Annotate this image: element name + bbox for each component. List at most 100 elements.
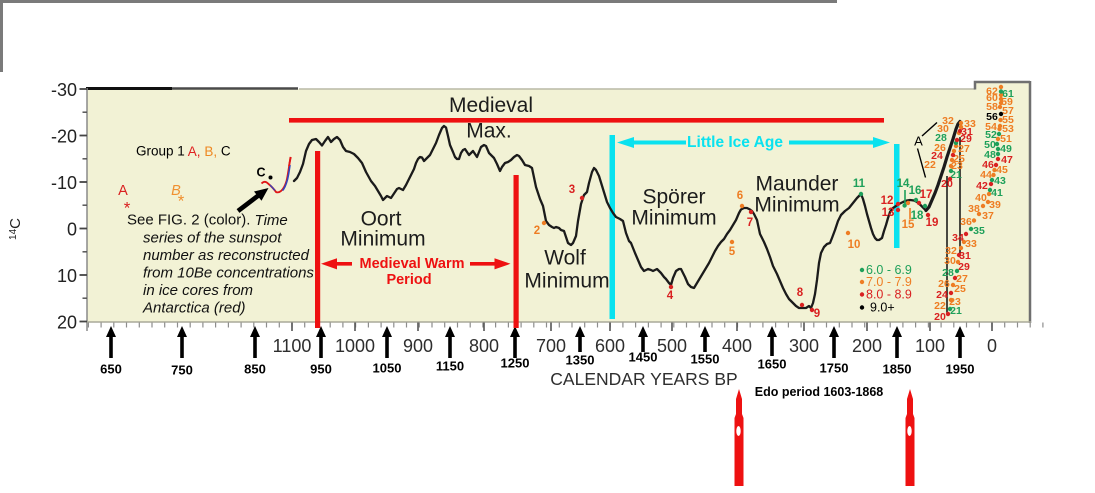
svg-text:54: 54 bbox=[985, 121, 997, 133]
svg-text:20: 20 bbox=[57, 313, 77, 333]
svg-text:Oort: Oort bbox=[361, 208, 402, 231]
svg-text:3: 3 bbox=[569, 184, 575, 196]
svg-text:38: 38 bbox=[968, 203, 980, 215]
svg-text:11: 11 bbox=[853, 178, 866, 190]
svg-text:Edo period 1603-1868: Edo period 1603-1868 bbox=[755, 385, 884, 399]
svg-text:950: 950 bbox=[310, 362, 332, 377]
svg-text:43: 43 bbox=[994, 175, 1006, 187]
svg-text:Minimum: Minimum bbox=[754, 194, 839, 217]
svg-text:29: 29 bbox=[958, 261, 970, 273]
svg-text:Little Ice Age: Little Ice Age bbox=[687, 134, 783, 151]
svg-text:39: 39 bbox=[989, 199, 1001, 211]
svg-text:300: 300 bbox=[789, 336, 819, 356]
svg-text:37: 37 bbox=[982, 210, 994, 222]
svg-text:*: * bbox=[124, 199, 131, 218]
svg-text:1550: 1550 bbox=[691, 352, 720, 367]
svg-text:1450: 1450 bbox=[629, 350, 658, 365]
svg-text:57: 57 bbox=[1002, 105, 1014, 117]
svg-text:Wolf: Wolf bbox=[544, 247, 586, 270]
svg-text:46: 46 bbox=[982, 159, 994, 171]
svg-text:800: 800 bbox=[469, 336, 499, 356]
svg-text:16: 16 bbox=[909, 185, 922, 197]
svg-text:A: A bbox=[118, 183, 128, 199]
svg-text:27: 27 bbox=[956, 273, 968, 285]
svg-text:30: 30 bbox=[944, 255, 956, 267]
svg-text:750: 750 bbox=[171, 363, 193, 378]
svg-text:60: 60 bbox=[986, 92, 998, 104]
svg-text:61: 61 bbox=[1002, 88, 1014, 100]
svg-text:900: 900 bbox=[403, 336, 433, 356]
svg-text:10: 10 bbox=[848, 239, 861, 251]
svg-text:25: 25 bbox=[954, 283, 966, 295]
svg-text:Medieval: Medieval bbox=[449, 94, 533, 117]
svg-text:A: A bbox=[914, 134, 923, 149]
svg-text:21: 21 bbox=[950, 305, 962, 317]
svg-text:26: 26 bbox=[938, 278, 950, 290]
svg-text:34: 34 bbox=[952, 232, 964, 244]
svg-text:7.0 - 7.9: 7.0 - 7.9 bbox=[866, 275, 912, 289]
svg-text:48: 48 bbox=[984, 149, 996, 161]
svg-text:27: 27 bbox=[958, 143, 970, 155]
svg-text:22: 22 bbox=[924, 159, 936, 171]
svg-text:0: 0 bbox=[987, 336, 997, 356]
svg-text:1850: 1850 bbox=[883, 362, 912, 377]
svg-text:25: 25 bbox=[953, 153, 965, 165]
svg-text:1000: 1000 bbox=[335, 336, 375, 356]
svg-text:Period: Period bbox=[386, 272, 431, 288]
svg-text:100: 100 bbox=[915, 336, 945, 356]
svg-text:1250: 1250 bbox=[501, 356, 530, 371]
svg-text:1150: 1150 bbox=[436, 359, 464, 374]
svg-text:1350: 1350 bbox=[566, 353, 595, 368]
svg-text:52: 52 bbox=[985, 129, 997, 141]
svg-text:-20: -20 bbox=[51, 127, 77, 147]
svg-text:33: 33 bbox=[965, 238, 977, 250]
svg-text:number as reconstructed: number as reconstructed bbox=[143, 247, 310, 264]
svg-text:1650: 1650 bbox=[758, 357, 787, 372]
svg-text:series of the sunspot: series of the sunspot bbox=[143, 230, 282, 247]
svg-text:Medieval Warm: Medieval Warm bbox=[359, 256, 464, 272]
svg-text:Spörer: Spörer bbox=[642, 186, 705, 209]
svg-text:400: 400 bbox=[722, 336, 752, 356]
svg-text:See FIG. 2 (color). Time: See FIG. 2 (color). Time bbox=[127, 212, 288, 229]
svg-text:1750: 1750 bbox=[820, 361, 849, 376]
svg-text:50: 50 bbox=[984, 139, 996, 151]
svg-text:from 10Be concentrations: from 10Be concentrations bbox=[143, 265, 314, 282]
svg-text:Antarctica (red): Antarctica (red) bbox=[142, 300, 246, 317]
svg-text:*: * bbox=[178, 192, 185, 211]
svg-text:30: 30 bbox=[937, 123, 949, 135]
svg-text:40: 40 bbox=[975, 192, 987, 204]
svg-text:700: 700 bbox=[536, 336, 566, 356]
svg-text:21: 21 bbox=[950, 169, 962, 181]
svg-text:31: 31 bbox=[961, 126, 973, 138]
svg-text:Minimum: Minimum bbox=[340, 228, 425, 251]
svg-text:32: 32 bbox=[942, 115, 954, 127]
svg-text:7: 7 bbox=[747, 217, 753, 229]
svg-text:850: 850 bbox=[244, 362, 266, 377]
svg-text:Group 1 A, B, C: Group 1 A, B, C bbox=[136, 144, 231, 159]
svg-text:44: 44 bbox=[980, 169, 992, 181]
svg-text:15: 15 bbox=[902, 219, 915, 231]
svg-text:31: 31 bbox=[959, 250, 971, 262]
svg-text:10: 10 bbox=[57, 266, 77, 286]
svg-text:B: B bbox=[171, 183, 181, 199]
svg-text:33: 33 bbox=[964, 118, 976, 130]
svg-text:45: 45 bbox=[996, 164, 1008, 176]
svg-text:23: 23 bbox=[949, 296, 961, 308]
svg-text:26: 26 bbox=[934, 142, 946, 154]
svg-text:0: 0 bbox=[67, 220, 77, 240]
svg-text:9: 9 bbox=[814, 308, 820, 320]
svg-text:58: 58 bbox=[986, 101, 998, 113]
svg-text:13: 13 bbox=[882, 207, 895, 219]
svg-text:55: 55 bbox=[1002, 114, 1014, 126]
svg-text:17: 17 bbox=[920, 189, 933, 201]
svg-text:14C: 14C bbox=[7, 218, 24, 240]
svg-text:24: 24 bbox=[936, 289, 948, 301]
svg-text:42: 42 bbox=[976, 180, 988, 192]
svg-text:23: 23 bbox=[951, 160, 963, 172]
svg-text:51: 51 bbox=[1000, 133, 1012, 145]
svg-text:1050: 1050 bbox=[373, 361, 402, 376]
svg-text:14: 14 bbox=[897, 178, 910, 190]
svg-text:200: 200 bbox=[852, 336, 882, 356]
svg-text:5: 5 bbox=[729, 246, 736, 258]
svg-text:24: 24 bbox=[931, 150, 943, 162]
